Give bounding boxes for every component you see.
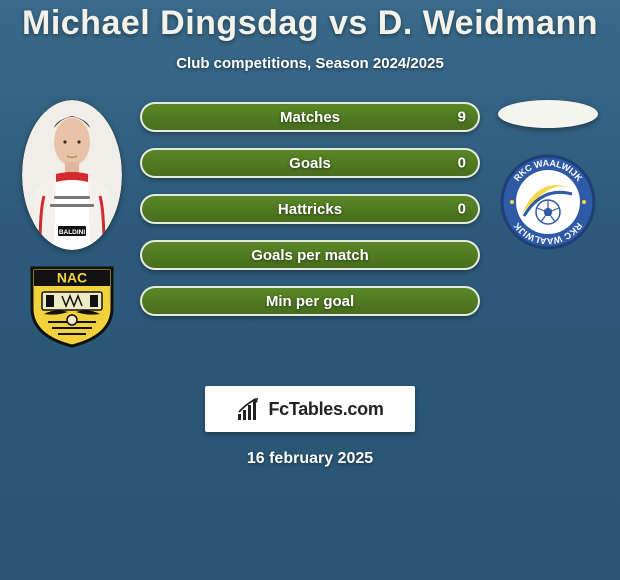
stat-value-right: 9 [458,109,466,126]
svg-text:BALDINI: BALDINI [59,229,86,236]
stat-label: Goals per match [251,247,369,264]
content-row: BALDINI NAC [0,100,620,348]
page-subtitle: Club competitions, Season 2024/2025 [176,55,444,72]
stat-label: Hattricks [278,201,342,218]
stat-pill-hattricks: Hattricks 0 [140,194,480,224]
footer-date: 16 february 2025 [247,450,373,468]
left-column: BALDINI NAC [22,100,122,348]
nac-badge-svg: NAC [22,262,122,348]
svg-text:NAC: NAC [57,270,87,286]
club-badge-rkc: RKC WAALWIJK RKC WAALWIJK [498,152,598,252]
stat-value-right: 0 [458,155,466,172]
brand-logo-box: FcTables.com [205,386,415,432]
avatar-svg: BALDINI [22,100,122,250]
rkc-badge-svg: RKC WAALWIJK RKC WAALWIJK [498,152,598,252]
stat-value-right: 0 [458,201,466,218]
page-title: Michael Dingsdag vs D. Weidmann [22,4,598,43]
stat-pill-min-per-goal: Min per goal [140,286,480,316]
stat-label: Matches [280,109,340,126]
fctables-icon [236,396,262,422]
stat-pill-matches: Matches 9 [140,102,480,132]
player-right-avatar-blank [498,100,598,128]
stat-label: Goals [289,155,331,172]
stat-pills: Matches 9 Goals 0 Hattricks 0 Goals per … [140,100,480,316]
stat-pill-goals: Goals 0 [140,148,480,178]
infographic-root: Michael Dingsdag vs D. Weidmann Club com… [0,0,620,580]
stat-pill-goals-per-match: Goals per match [140,240,480,270]
right-column: RKC WAALWIJK RKC WAALWIJK [498,100,598,252]
player-left-avatar: BALDINI [22,100,122,250]
club-badge-nac: NAC [22,262,122,348]
brand-logo-text: FcTables.com [268,399,383,420]
stat-label: Min per goal [266,293,354,310]
